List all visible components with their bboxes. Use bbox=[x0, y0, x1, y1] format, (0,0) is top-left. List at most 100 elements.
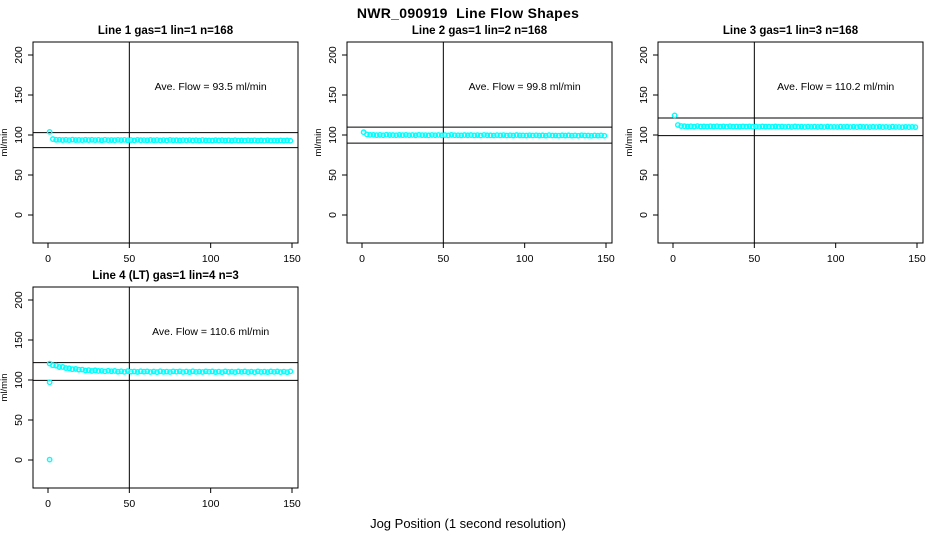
data-point bbox=[180, 369, 186, 375]
data-point bbox=[59, 364, 66, 370]
ave-flow-annotation: Ave. Flow = 99.8 ml/min bbox=[469, 81, 581, 93]
data-point bbox=[704, 123, 711, 130]
data-point bbox=[581, 132, 588, 139]
subplot-title: Line 4 (LT) gas=1 lin=4 n=3 bbox=[92, 270, 238, 282]
data-point bbox=[886, 124, 893, 131]
x-tick-label: 100 bbox=[202, 498, 220, 510]
data-point bbox=[131, 137, 138, 144]
data-point bbox=[170, 368, 177, 375]
data-point bbox=[254, 368, 261, 375]
data-point bbox=[121, 136, 128, 143]
data-point bbox=[92, 367, 99, 374]
data-point bbox=[746, 123, 753, 130]
data-points bbox=[671, 112, 919, 131]
data-point bbox=[743, 123, 750, 130]
data-point bbox=[782, 123, 789, 130]
data-point bbox=[435, 132, 442, 138]
y-tick-label: 200 bbox=[13, 46, 25, 64]
y-axis-label: ml/min bbox=[624, 129, 635, 157]
data-point bbox=[451, 132, 458, 139]
data-point bbox=[445, 132, 452, 139]
data-point bbox=[264, 369, 271, 375]
data-point bbox=[144, 368, 151, 375]
data-point bbox=[134, 369, 141, 375]
x-tick-label: 100 bbox=[827, 253, 845, 265]
data-point bbox=[199, 369, 206, 375]
data-point bbox=[267, 137, 274, 144]
data-points bbox=[46, 128, 294, 144]
data-point bbox=[416, 131, 422, 138]
data-point bbox=[779, 123, 785, 130]
data-point bbox=[458, 132, 465, 139]
data-point bbox=[183, 368, 190, 375]
data-point bbox=[228, 368, 235, 375]
data-point bbox=[267, 368, 274, 375]
data-point bbox=[448, 132, 455, 138]
data-point bbox=[173, 137, 180, 144]
data-point bbox=[814, 124, 821, 130]
data-point bbox=[749, 123, 756, 130]
data-point bbox=[909, 123, 916, 130]
data-point bbox=[225, 369, 232, 375]
data-point bbox=[503, 132, 510, 139]
data-point bbox=[425, 132, 432, 139]
data-point bbox=[79, 137, 86, 144]
data-point bbox=[128, 368, 134, 375]
subplot-title: Line 3 gas=1 lin=3 n=168 bbox=[723, 25, 859, 37]
data-point bbox=[53, 136, 60, 143]
y-tick-label: 0 bbox=[13, 457, 25, 463]
data-point bbox=[102, 368, 108, 375]
data-point bbox=[756, 123, 763, 130]
subplot-title: Line 1 gas=1 lin=1 n=168 bbox=[98, 25, 234, 37]
data-point bbox=[863, 124, 870, 130]
data-point bbox=[523, 132, 530, 139]
data-point bbox=[245, 369, 251, 375]
data-point bbox=[261, 368, 268, 375]
y-tick-label: 0 bbox=[13, 212, 25, 218]
ave-flow-annotation: Ave. Flow = 110.6 ml/min bbox=[152, 326, 269, 338]
data-point bbox=[873, 124, 880, 130]
data-point bbox=[160, 368, 167, 375]
ave-flow-annotation: Ave. Flow = 93.5 ml/min bbox=[155, 81, 267, 93]
data-point bbox=[736, 123, 743, 130]
data-point bbox=[284, 369, 291, 376]
data-point bbox=[118, 368, 125, 375]
data-point bbox=[238, 137, 245, 144]
data-point bbox=[674, 122, 681, 128]
data-point bbox=[687, 123, 694, 130]
data-point bbox=[568, 132, 575, 139]
data-point bbox=[89, 136, 95, 143]
data-point bbox=[186, 369, 193, 375]
x-tick-label: 50 bbox=[123, 498, 135, 510]
data-point bbox=[363, 131, 370, 138]
data-point bbox=[287, 137, 294, 144]
data-point bbox=[56, 364, 63, 370]
data-point bbox=[723, 123, 730, 130]
data-point bbox=[222, 368, 229, 375]
data-point bbox=[565, 132, 572, 139]
data-point bbox=[438, 132, 445, 139]
data-point bbox=[212, 369, 219, 375]
data-point bbox=[254, 137, 261, 144]
data-point bbox=[95, 368, 102, 374]
data-point bbox=[513, 132, 520, 138]
data-point bbox=[274, 368, 281, 375]
data-point bbox=[536, 132, 543, 139]
data-point bbox=[785, 123, 792, 130]
y-tick-label: 100 bbox=[327, 126, 339, 144]
data-point bbox=[176, 137, 183, 144]
data-point bbox=[76, 366, 82, 373]
data-point bbox=[134, 136, 141, 143]
data-point bbox=[79, 366, 86, 373]
data-point bbox=[141, 368, 147, 375]
data-point bbox=[834, 124, 841, 130]
data-point bbox=[235, 137, 242, 144]
data-point bbox=[59, 137, 66, 143]
data-point bbox=[766, 123, 772, 130]
ave-flow-annotation: Ave. Flow = 110.2 ml/min bbox=[777, 81, 894, 93]
subplot-3: 0 50 100 150 0 50 100 150 200 ml/min Line 3 gas=1 … bbox=[624, 25, 926, 265]
data-point bbox=[157, 368, 164, 375]
data-point bbox=[883, 123, 889, 130]
data-point bbox=[876, 123, 883, 130]
